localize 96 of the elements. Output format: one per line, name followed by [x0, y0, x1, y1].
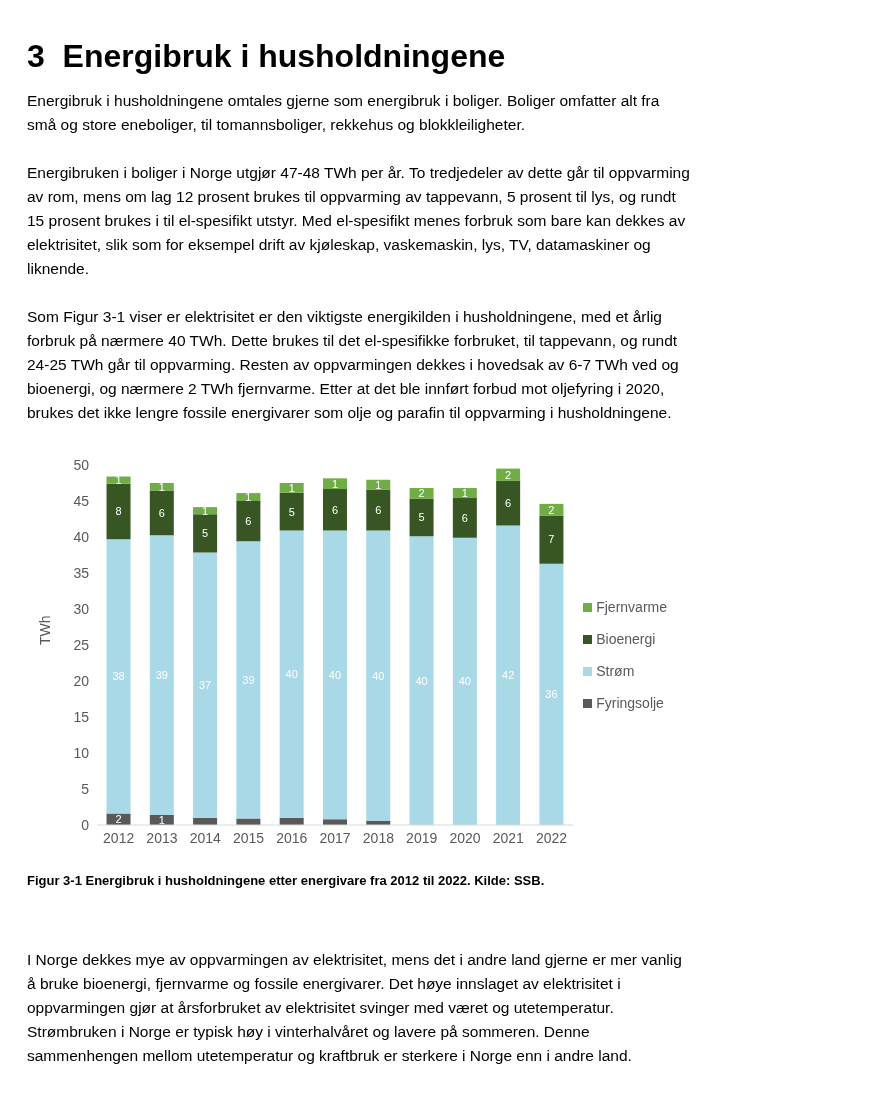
data-label: 1 — [158, 813, 165, 826]
bar — [322, 489, 347, 531]
bar — [366, 489, 391, 531]
bar — [236, 493, 261, 501]
y-tick-label: 40 — [73, 528, 90, 545]
data-label: 36 — [545, 688, 558, 701]
data-label: 1 — [461, 486, 468, 499]
bar — [366, 530, 391, 821]
data-label: 40 — [285, 668, 298, 681]
bar — [539, 515, 564, 564]
y-tick-label: 20 — [73, 672, 90, 689]
bar — [279, 483, 304, 493]
bar — [496, 480, 521, 526]
x-tick-label: 2012 — [103, 829, 135, 846]
x-tick-label: 2021 — [492, 829, 525, 846]
legend-label: Fjernvarme — [596, 599, 667, 615]
bar — [322, 530, 347, 820]
data-label: 5 — [202, 527, 209, 540]
bar — [366, 479, 391, 490]
text: I Norge dekkes mye av oppvarmingen av elektrisitet, mens det i andre land gjerne er mer vanlig å bruke bioenergi, fjernvarme og fossile energivarer. Det høye innslaget av elektrisitet i oppvarmingen gjør at årsforbruket av elektrisitet svinger med været og utetemperatur. Strømbruken i Norge er typisk høy i vinterhalvåret og lavere på sommeren. Denne sammenhengen mellom utetemperatur og kraftbruk er sterkere i Norge enn i andre land. — [27, 950, 683, 1066]
data-label: 6 — [158, 506, 165, 519]
data-label: 1 — [375, 478, 382, 491]
data-label: 6 — [375, 504, 382, 517]
bar — [106, 539, 131, 814]
text: Som Figur 3-1 viser er elektrisitet er den viktigste energikilden i husholdningene, med et årlig forbruk på nærmere 40 TWh. Dette brukes til det el-spesifikke forbruket, til tappevann, og rundt 24-25 TWh går til oppvarming. Resten av oppvarmingen dekkes i hovedsak av 6-7 TWh ved og bioenergi, og nærmere 2 TWh fjernvarme. Etter at det ble innført forbud mot oljefyring i 2020, brukes det ikke lengre fossile energivarer som olje og parafin til oppvarming i husholdningene. — [27, 307, 680, 423]
x-tick-label: 2019 — [406, 829, 438, 846]
bar — [149, 490, 174, 536]
y-tick-label: 0 — [81, 816, 90, 833]
bar — [279, 492, 304, 531]
data-label: 1 — [331, 477, 339, 490]
data-label: 5 — [288, 505, 295, 518]
bar — [193, 552, 218, 818]
data-label: 2 — [418, 487, 425, 500]
y-tick-label: 10 — [73, 744, 90, 761]
y-tick-label: 30 — [73, 600, 90, 617]
bar — [452, 498, 477, 538]
bar — [496, 525, 521, 825]
x-tick-label: 2014 — [189, 829, 222, 846]
data-label: 6 — [245, 515, 252, 528]
data-label: 40 — [328, 668, 342, 681]
text: Energibruken i boliger i Norge utgjør 47-48 TWh per år. To tredjedeler av dette går til oppvarming av rom, mens om lag 12 prosent brukes til oppvarming av tappevann, 5 prosent til lys, og rundt 15 prosent brukes i til el-spesifikt utstyr. Med el-spesifikt menes forbruk som bare kan dekkes av elektrisitet, slik som for eksempel drift av kjøleskap, vaskemaskin, lys, TV, datamaskiner og liknende. — [27, 163, 691, 279]
legend-label: Bioenergi — [596, 631, 656, 647]
y-tick-label: 35 — [73, 564, 90, 581]
bar — [106, 483, 131, 540]
data-label: 38 — [112, 670, 125, 683]
x-tick-label: 2018 — [362, 829, 395, 846]
data-label: 42 — [502, 669, 515, 682]
bar — [452, 537, 477, 825]
bar — [409, 488, 434, 499]
data-label: 6 — [331, 503, 339, 516]
x-tick-label: 2016 — [276, 829, 308, 846]
bar — [236, 541, 261, 819]
data-label: 1 — [115, 474, 122, 487]
data-label: 1 — [158, 480, 165, 493]
y-axis-title: TWh — [36, 615, 53, 645]
bar — [149, 483, 174, 491]
bar — [322, 478, 347, 490]
legend-label: Strøm — [596, 663, 635, 679]
x-tick-label: 2020 — [449, 829, 481, 846]
data-label: 6 — [461, 511, 468, 524]
y-tick-label: 5 — [81, 780, 90, 797]
bar — [279, 530, 304, 818]
data-label: 2 — [115, 813, 122, 826]
x-tick-label: 2017 — [319, 829, 351, 846]
data-label: 1 — [245, 490, 252, 503]
x-tick-label: 2013 — [146, 829, 178, 846]
data-label: 40 — [415, 674, 428, 687]
data-label: 1 — [288, 481, 295, 494]
x-tick-label: 2015 — [232, 829, 265, 846]
bar — [193, 514, 218, 553]
bar — [539, 563, 564, 825]
bar — [236, 501, 261, 542]
text: Energibruk i husholdningene omtales gjerne som energibruk i boliger. Boliger omfatter alt fra små og store eneboliger, til tomannsboliger, rekkehus og blokkleiligheter. — [27, 91, 661, 135]
y-tick-label: 25 — [73, 636, 90, 653]
data-label: 40 — [372, 669, 385, 682]
data-label: 2 — [548, 503, 555, 516]
legend-label: Fyringsolje — [596, 695, 664, 711]
data-label: 1 — [202, 504, 209, 517]
y-tick-label: 45 — [73, 492, 90, 509]
data-label: 7 — [548, 533, 555, 546]
data-label: 2 — [505, 468, 512, 481]
data-label: 39 — [155, 668, 168, 681]
bar — [409, 498, 434, 537]
x-tick-label: 2022 — [535, 829, 568, 846]
y-tick-label: 15 — [73, 708, 90, 725]
chart-title: 3 Energibruk i husholdningene — [27, 38, 507, 75]
y-tick-label: 50 — [73, 456, 90, 473]
data-label: 39 — [242, 673, 255, 686]
data-label: 5 — [418, 511, 425, 524]
data-label: 37 — [198, 679, 212, 692]
text: Figur 3-1 Energibruk i husholdningene etter energivare fra 2012 til 2022. Kilde: SSB. — [27, 873, 546, 888]
data-label: 40 — [458, 675, 471, 688]
bar — [149, 535, 174, 815]
bar — [409, 536, 434, 825]
data-label: 6 — [505, 497, 512, 510]
data-label: 8 — [115, 505, 122, 518]
